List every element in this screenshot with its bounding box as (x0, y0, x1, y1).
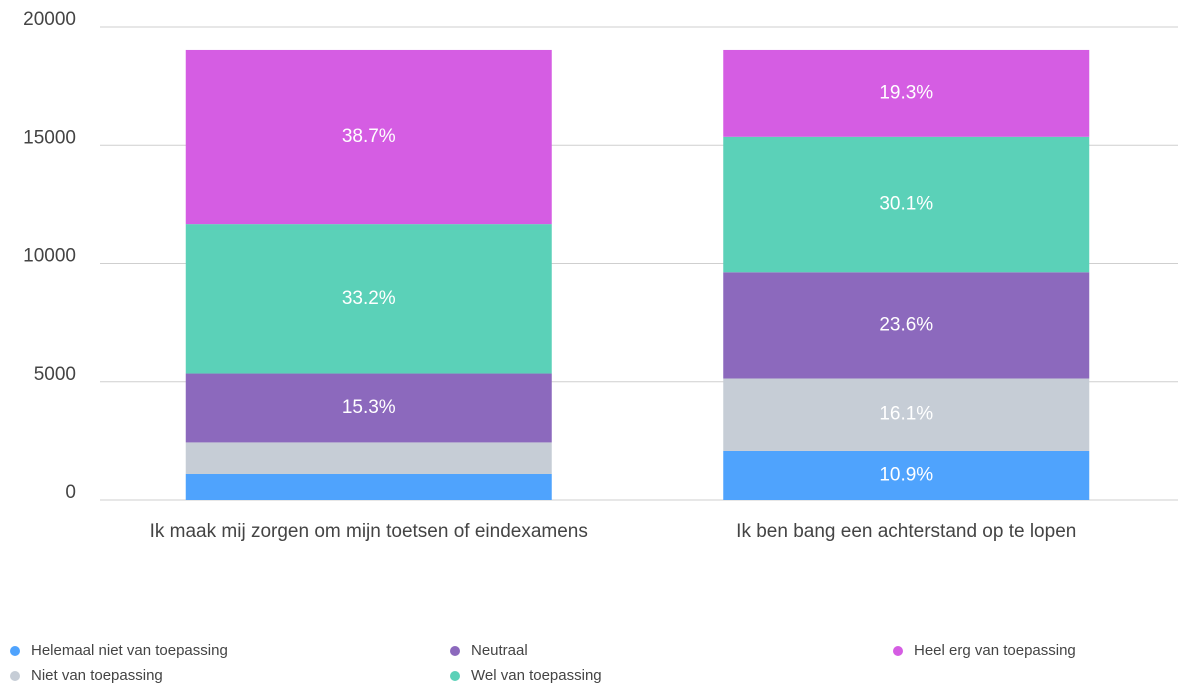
legend-label: Wel van toepassing (471, 667, 602, 684)
legend-item: Niet van toepassing (10, 667, 163, 684)
legend-swatch (450, 645, 460, 656)
bar-segment (723, 450, 1090, 500)
bar-segment (185, 473, 552, 500)
legend-item: Heel erg van toepassing (893, 642, 1076, 659)
x-tick-label: Ik ben bang een achterstand op te lopen (736, 521, 1077, 542)
legend-item: Wel van toepassing (450, 667, 602, 684)
bar-segment (185, 224, 552, 374)
legend-swatch (10, 645, 20, 656)
bar-segment (723, 378, 1090, 451)
data-label: 16.1% (879, 404, 933, 425)
data-label: 23.6% (879, 314, 933, 335)
legend-item: Neutraal (450, 642, 528, 659)
bar-segment (723, 49, 1090, 137)
y-tick-label: 15000 (23, 127, 76, 148)
bar-segment (723, 136, 1090, 273)
bar-segment (185, 442, 552, 474)
data-label: 10.9% (879, 464, 933, 485)
legend-label: Heel erg van toepassing (914, 642, 1076, 659)
chart: 0 5000 10000 15000 20000 15.3% 33.2% 38.7% 10.9%… (23, 9, 1178, 503)
bar-segment (185, 373, 552, 443)
legend-swatch (893, 645, 903, 656)
legend-label: Niet van toepassing (31, 667, 163, 684)
legend-swatch (450, 670, 460, 681)
data-label: 30.1% (879, 194, 933, 215)
legend-item: Helemaal niet van toepassing (10, 642, 228, 659)
data-label: 38.7% (342, 126, 396, 147)
bar-segment (185, 49, 552, 225)
y-tick-label: 5000 (34, 364, 76, 385)
data-label: 33.2% (342, 288, 396, 309)
legend-label: Helemaal niet van toepassing (31, 642, 228, 659)
data-label: 19.3% (879, 82, 933, 103)
y-tick-label: 0 (65, 482, 76, 503)
y-tick-label: 20000 (23, 9, 76, 30)
legend-swatch (10, 670, 20, 681)
y-tick-label: 10000 (23, 246, 76, 267)
bar-segment (723, 272, 1090, 379)
legend-label: Neutraal (471, 642, 528, 659)
data-label: 15.3% (342, 397, 396, 418)
x-tick-label: Ik maak mij zorgen om mijn toetsen of ei… (149, 521, 588, 542)
